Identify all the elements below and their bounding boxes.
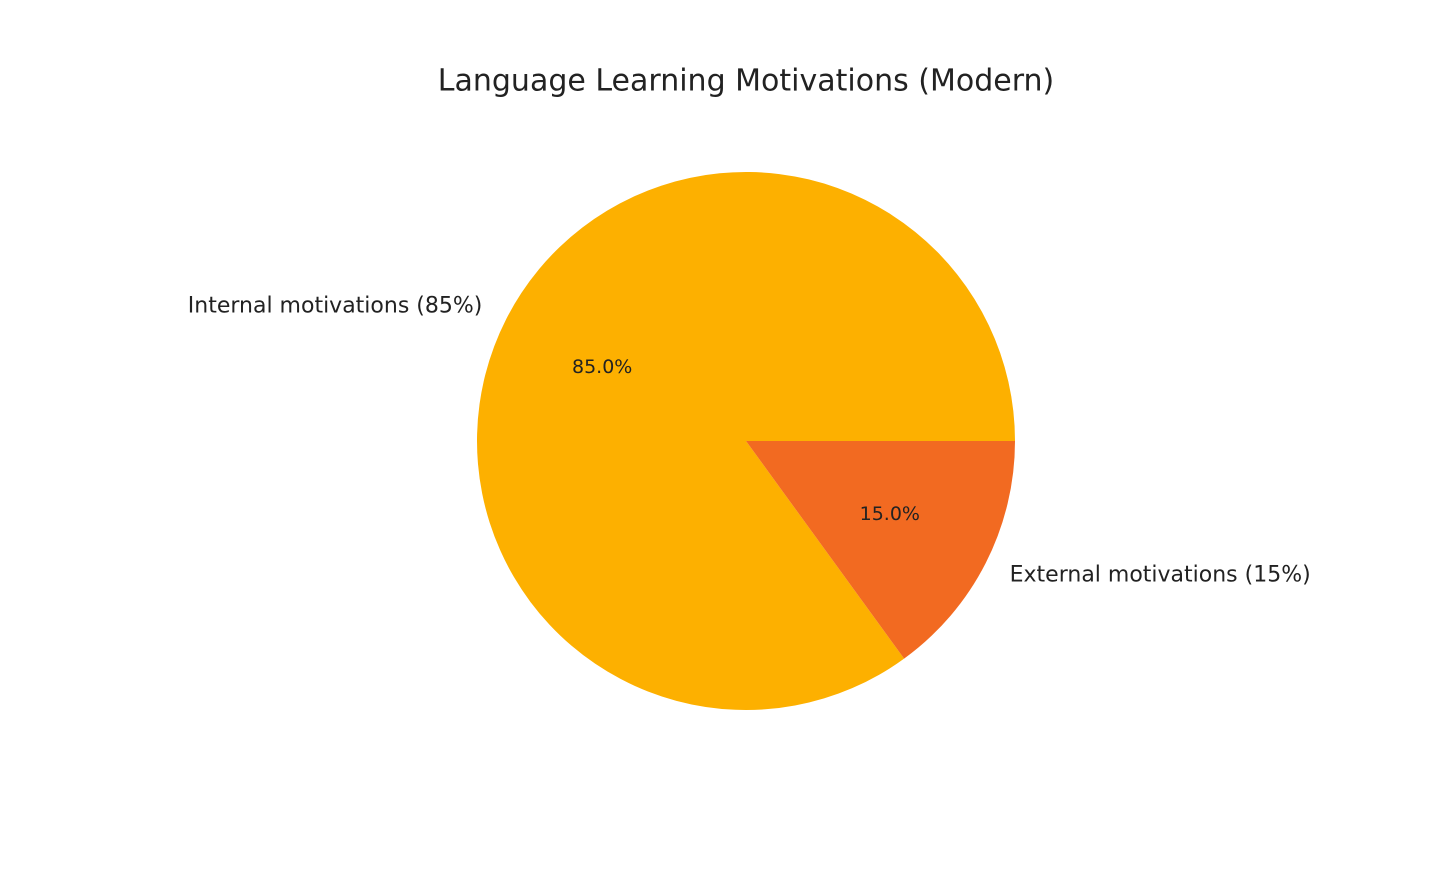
chart-title: Language Learning Motivations (Modern)	[438, 64, 1054, 99]
slice-label: External motivations (15%)	[1010, 562, 1311, 587]
slice-label: Internal motivations (85%)	[188, 294, 483, 319]
pie-slice	[746, 441, 1015, 659]
pie-slice	[476, 172, 1016, 711]
percent-label: 15.0%	[860, 503, 920, 525]
percent-label: 85.0%	[572, 356, 632, 378]
